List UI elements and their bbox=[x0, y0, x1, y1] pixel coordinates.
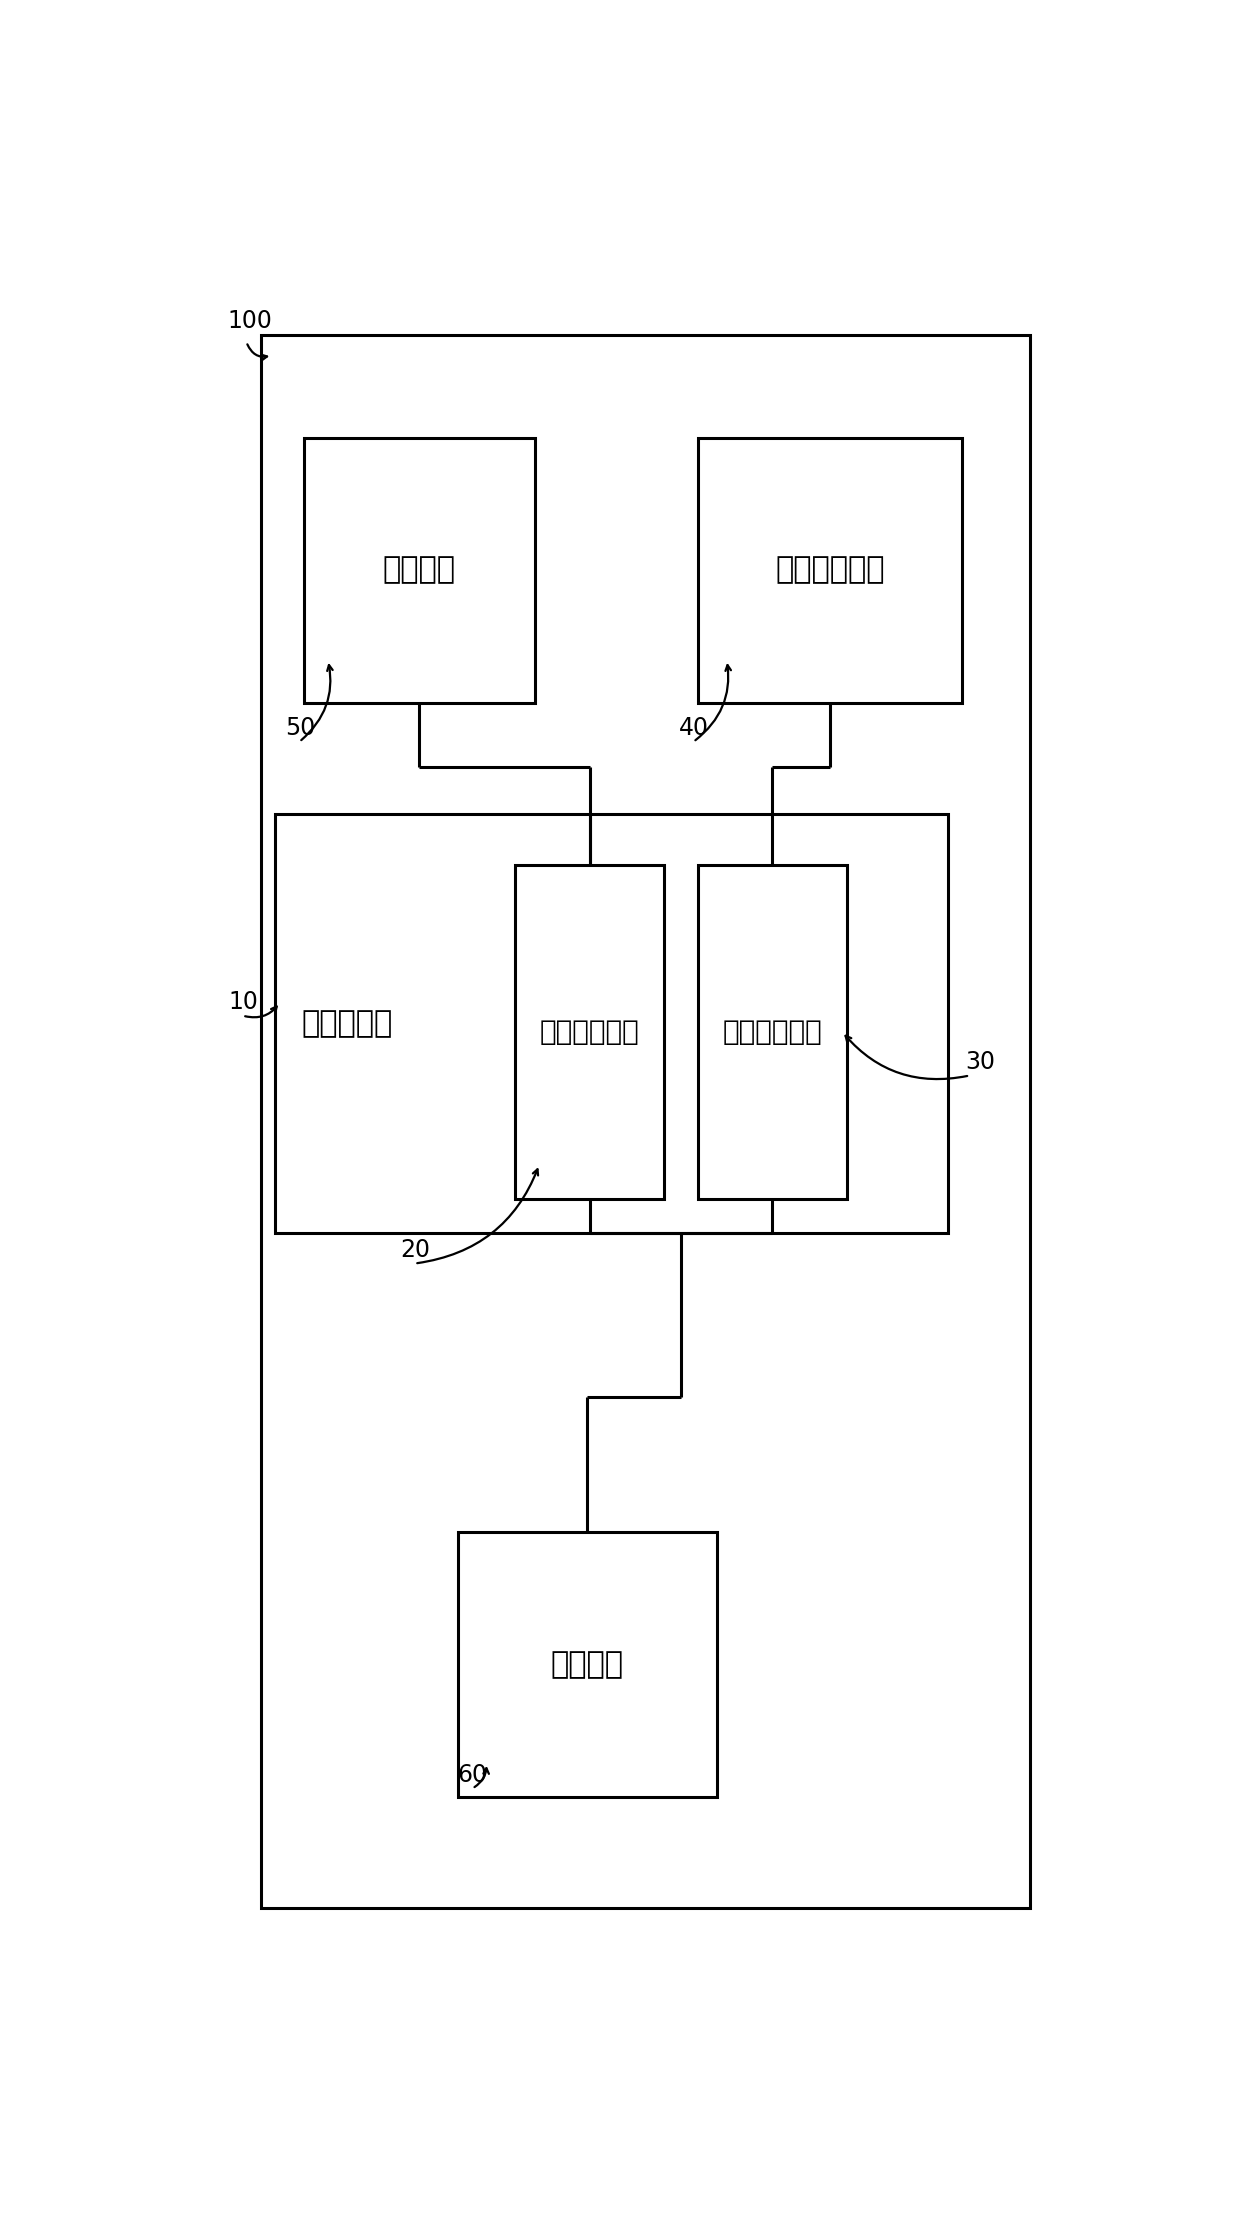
Text: 40: 40 bbox=[678, 715, 709, 740]
Bar bbox=[698, 438, 962, 702]
Text: 50: 50 bbox=[285, 715, 315, 740]
Text: 冲压模块: 冲压模块 bbox=[383, 555, 456, 584]
Text: 20: 20 bbox=[401, 1237, 430, 1262]
Bar bbox=[275, 813, 947, 1233]
Bar bbox=[698, 864, 847, 1199]
Text: 60: 60 bbox=[458, 1763, 487, 1788]
Text: 加热模块: 加热模块 bbox=[551, 1650, 624, 1679]
Text: 第一模具结构: 第一模具结构 bbox=[539, 1017, 640, 1046]
Text: 10: 10 bbox=[228, 991, 258, 1015]
Text: 30: 30 bbox=[965, 1051, 996, 1073]
Bar bbox=[260, 335, 1029, 1908]
Text: 升降驱动模块: 升降驱动模块 bbox=[775, 555, 885, 584]
Bar bbox=[458, 1532, 717, 1797]
Text: 第二模具结构: 第二模具结构 bbox=[723, 1017, 822, 1046]
Text: 固定架组件: 固定架组件 bbox=[301, 1008, 393, 1037]
Bar bbox=[516, 864, 665, 1199]
Text: 100: 100 bbox=[227, 309, 272, 333]
Bar bbox=[304, 438, 534, 702]
